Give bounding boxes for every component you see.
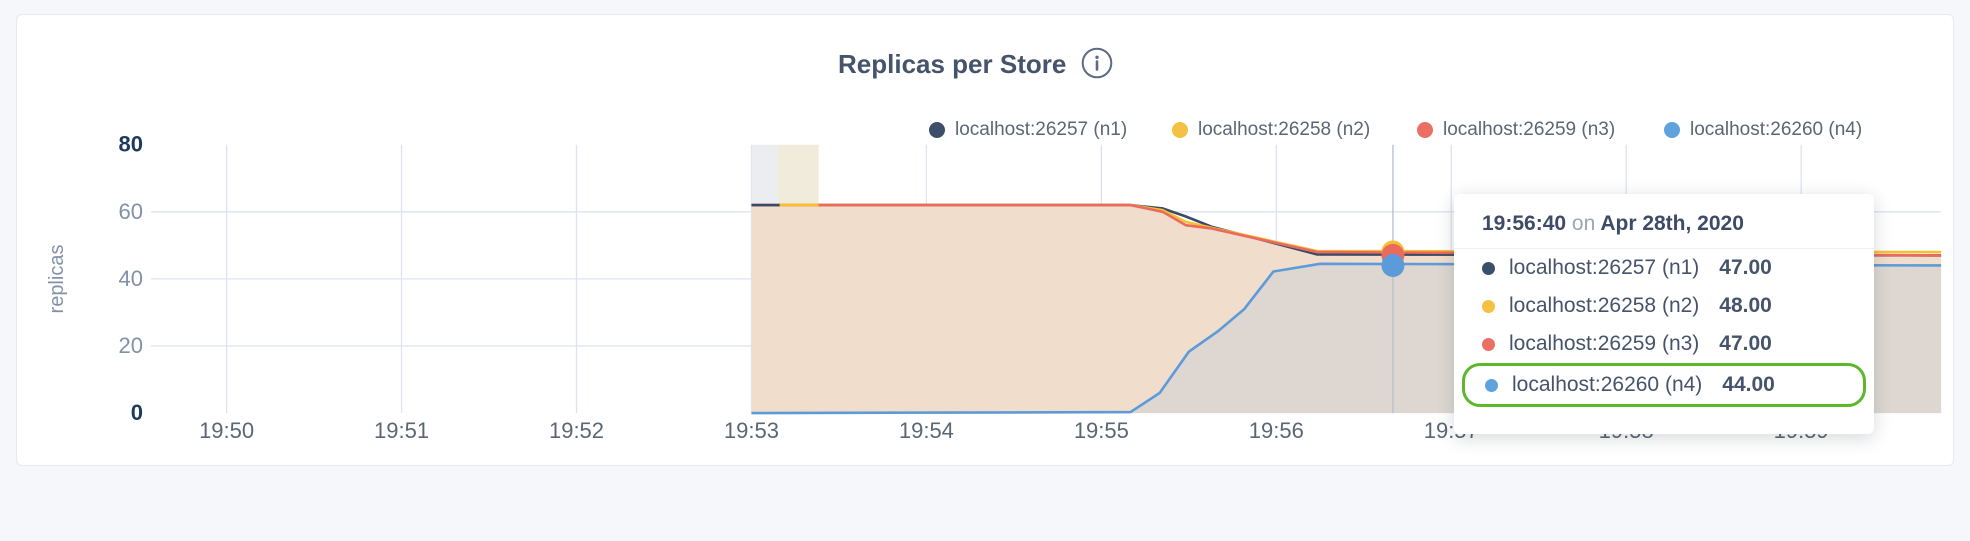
svg-text:80: 80 bbox=[119, 132, 143, 157]
svg-text:19:50: 19:50 bbox=[199, 418, 254, 443]
svg-text:19:54: 19:54 bbox=[899, 418, 954, 443]
svg-text:20: 20 bbox=[119, 333, 143, 358]
svg-text:0: 0 bbox=[131, 400, 143, 425]
svg-text:40: 40 bbox=[119, 266, 143, 291]
svg-text:19:56: 19:56 bbox=[1249, 418, 1304, 443]
svg-text:19:53: 19:53 bbox=[724, 418, 779, 443]
svg-text:19:52: 19:52 bbox=[549, 418, 604, 443]
svg-text:19:55: 19:55 bbox=[1074, 418, 1129, 443]
svg-text:replicas: replicas bbox=[46, 245, 68, 314]
svg-text:19:51: 19:51 bbox=[374, 418, 429, 443]
svg-text:60: 60 bbox=[119, 199, 143, 224]
